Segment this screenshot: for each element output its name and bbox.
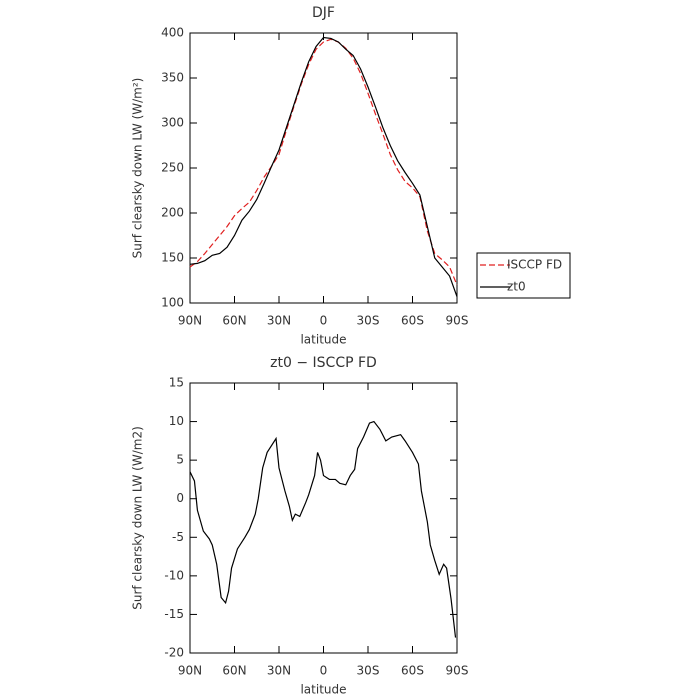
x-tick-label: 30N — [267, 314, 291, 328]
y-tick-label: 300 — [161, 116, 184, 130]
chart-title: zt0 − ISCCP FD — [270, 355, 377, 371]
y-tick-label: 150 — [161, 251, 184, 265]
x-tick-label: 60S — [401, 664, 424, 678]
x-tick-label: 60N — [222, 314, 246, 328]
data-line — [189, 420, 457, 638]
y-tick-label: 0 — [176, 491, 184, 505]
data-line — [189, 36, 458, 297]
x-axis-label: latitude — [300, 683, 346, 697]
y-tick-label: 10 — [169, 414, 184, 428]
y-tick-label: 350 — [161, 71, 184, 85]
x-tick-label: 90S — [446, 664, 469, 678]
x-axis-label: latitude — [300, 333, 346, 347]
x-tick-label: 90N — [178, 664, 202, 678]
y-tick-label: 100 — [161, 296, 184, 310]
y-tick-label: -5 — [172, 530, 184, 544]
x-tick-label: 60N — [222, 664, 246, 678]
y-tick-label: 15 — [169, 376, 184, 390]
y-tick-label: -10 — [164, 568, 184, 582]
chart-title: DJF — [312, 5, 335, 21]
legend-label: ISCCP FD — [507, 258, 562, 272]
legend-label: zt0 — [507, 280, 526, 294]
x-tick-label: 30S — [357, 664, 380, 678]
y-tick-label: 250 — [161, 161, 184, 175]
x-tick-label: 0 — [320, 664, 328, 678]
plot-frame — [189, 382, 458, 654]
x-tick-label: 60S — [401, 314, 424, 328]
y-tick-label: 400 — [161, 26, 184, 40]
data-line — [189, 38, 458, 286]
y-axis-label: Surf clearsky down LW (W/m²) — [131, 78, 145, 259]
y-tick-label: -15 — [164, 607, 184, 621]
x-tick-label: 90N — [178, 314, 202, 328]
y-tick-label: 5 — [176, 453, 184, 467]
x-tick-label: 0 — [320, 314, 328, 328]
y-tick-label: -20 — [164, 646, 184, 660]
y-tick-label: 200 — [161, 206, 184, 220]
x-tick-label: 90S — [446, 314, 469, 328]
x-tick-label: 30S — [357, 314, 380, 328]
legend-box — [476, 252, 571, 299]
y-axis-label: Surf clearsky down LW (W/m2) — [131, 426, 145, 610]
x-tick-label: 30N — [267, 664, 291, 678]
plot-frame — [189, 32, 458, 304]
